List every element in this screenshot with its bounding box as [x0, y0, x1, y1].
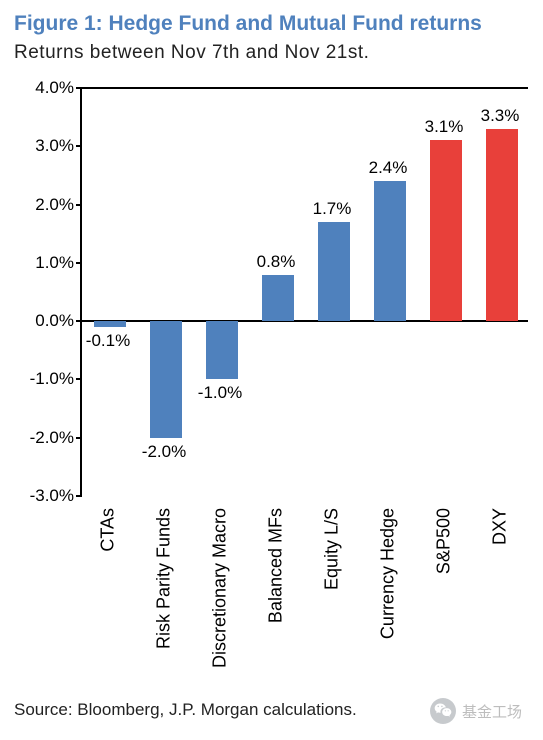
bar: [150, 321, 182, 438]
y-tick: [76, 378, 82, 380]
y-tick: [76, 495, 82, 497]
y-tick: [76, 262, 82, 264]
bar-value-label: 2.4%: [354, 158, 422, 178]
category-label: Discretionary Macro: [210, 508, 231, 668]
plot-area: [80, 88, 528, 496]
y-tick-label: 4.0%: [14, 78, 74, 98]
y-tick: [76, 320, 82, 322]
bar-chart: -3.0% -2.0% -1.0% 0.0% 1.0% 2.0% 3.0% 4.0% -0.1%…: [0, 0, 543, 740]
bar: [94, 321, 126, 327]
y-tick-label: -1.0%: [14, 369, 74, 389]
y-tick-label: -3.0%: [14, 486, 74, 506]
y-tick-label: 2.0%: [14, 195, 74, 215]
bars-container: [82, 88, 528, 496]
bar-value-label: 1.7%: [298, 199, 366, 219]
y-tick: [76, 87, 82, 89]
bar: [318, 222, 350, 321]
bar-value-label: 0.8%: [242, 252, 310, 272]
bar-value-label: 3.3%: [466, 106, 534, 126]
watermark-text: 基金工场: [462, 701, 522, 722]
category-label: Risk Parity Funds: [154, 508, 175, 649]
category-label: Balanced MFs: [266, 508, 287, 623]
bar: [430, 140, 462, 321]
y-tick: [76, 437, 82, 439]
bar-value-label: -1.0%: [186, 383, 254, 403]
bar: [374, 181, 406, 321]
y-tick-label: -2.0%: [14, 428, 74, 448]
bar-value-label: -0.1%: [74, 331, 142, 351]
bar-value-label: -2.0%: [130, 442, 198, 462]
bar: [262, 275, 294, 322]
y-tick: [76, 204, 82, 206]
category-label: Currency Hedge: [378, 508, 399, 639]
y-tick-label: 3.0%: [14, 136, 74, 156]
y-tick-label: 1.0%: [14, 253, 74, 273]
y-tick-label: 0.0%: [14, 311, 74, 331]
category-label: DXY: [490, 508, 511, 545]
source-note: Source: Bloomberg, J.P. Morgan calculati…: [14, 700, 357, 720]
category-label: Equity L/S: [322, 508, 343, 590]
watermark: 基金工场: [430, 698, 522, 724]
bar: [206, 321, 238, 379]
y-tick: [76, 145, 82, 147]
wechat-icon: [430, 698, 456, 724]
bar: [486, 129, 518, 321]
category-label: CTAs: [98, 508, 119, 552]
category-label: S&P500: [434, 508, 455, 574]
